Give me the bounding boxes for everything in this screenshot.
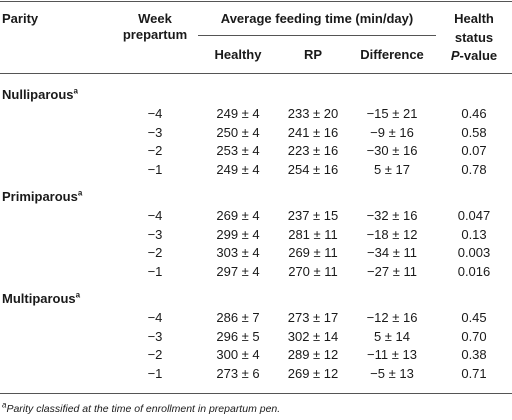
cell-healthy: 296 ± 5 xyxy=(216,328,260,344)
cell-difference: −34 ± 11 xyxy=(367,245,417,261)
cell-week: −2 xyxy=(147,245,163,261)
section-label: Multiparousa xyxy=(2,291,80,306)
cell-rp: 269 ± 11 xyxy=(288,245,338,261)
cell-rp: 241 ± 16 xyxy=(287,124,339,140)
section-label: Nulliparousa xyxy=(2,87,78,102)
cell-pvalue: 0.58 xyxy=(461,124,487,140)
cell-difference: −5 ± 13 xyxy=(370,366,414,382)
top-rule xyxy=(0,1,512,2)
header-parity: Parity xyxy=(2,11,39,26)
cell-rp: 237 ± 15 xyxy=(287,208,339,223)
cell-week: −3 xyxy=(147,328,163,344)
footnote: aParity classified at the time of enroll… xyxy=(2,400,281,415)
header-difference: Difference xyxy=(360,47,424,62)
group-rule xyxy=(198,35,436,36)
header-pvalue: P-value xyxy=(436,48,512,63)
cell-pvalue: 0.78 xyxy=(461,162,487,178)
cell-pvalue: 0.38 xyxy=(461,347,487,363)
cell-pvalue: 0.46 xyxy=(461,106,487,121)
cell-rp: 289 ± 12 xyxy=(287,347,339,363)
header-week-line2: prepartum xyxy=(122,27,188,42)
cell-week: −1 xyxy=(147,264,163,280)
cell-healthy: 253 ± 4 xyxy=(216,143,260,159)
cell-difference: −15 ± 21 xyxy=(366,106,418,121)
footnote-text: Parity classified at the time of enrollm… xyxy=(6,403,281,415)
cell-week: −4 xyxy=(147,208,163,223)
header-average-feeding-time: Average feeding time (min/day) xyxy=(220,11,414,26)
section-label-sup: a xyxy=(77,188,83,198)
cell-rp: 233 ± 20 xyxy=(287,106,339,121)
cell-difference: −27 ± 11 xyxy=(367,264,417,280)
cell-rp: 281 ± 11 xyxy=(288,226,338,242)
cell-rp: 270 ± 11 xyxy=(288,264,338,280)
cell-healthy: 297 ± 4 xyxy=(216,264,260,280)
cell-difference: −11 ± 13 xyxy=(367,347,417,363)
cell-healthy: 249 ± 4 xyxy=(216,106,260,121)
header-rp: RP xyxy=(303,47,323,62)
cell-pvalue: 0.047 xyxy=(457,208,491,223)
cell-pvalue: 0.71 xyxy=(461,366,487,382)
section-label-text: Nulliparous xyxy=(2,87,74,102)
header-health-line1: Health xyxy=(454,11,494,26)
footnote-sup: a xyxy=(2,400,7,410)
cell-rp: 223 ± 16 xyxy=(287,143,339,159)
header-health-line2: status xyxy=(454,30,494,45)
cell-healthy: 269 ± 4 xyxy=(216,208,260,223)
pvalue-p: P xyxy=(450,48,460,63)
cell-pvalue: 0.07 xyxy=(461,143,487,159)
cell-week: −2 xyxy=(147,143,163,159)
cell-pvalue: 0.45 xyxy=(461,310,487,325)
section-label-sup: a xyxy=(75,290,81,300)
pvalue-rest: -value xyxy=(459,48,498,63)
cell-week: −4 xyxy=(147,310,163,325)
cell-week: −2 xyxy=(147,347,163,363)
cell-healthy: 250 ± 4 xyxy=(216,124,260,140)
cell-week: −3 xyxy=(147,226,163,242)
section-label: Primiparousa xyxy=(2,189,82,204)
header-week-line1: Week xyxy=(138,11,172,26)
cell-healthy: 300 ± 4 xyxy=(216,347,260,363)
cell-rp: 269 ± 12 xyxy=(287,366,339,382)
cell-pvalue: 0.70 xyxy=(461,328,487,344)
cell-healthy: 273 ± 6 xyxy=(216,366,260,382)
cell-healthy: 303 ± 4 xyxy=(216,245,260,261)
cell-difference: −18 ± 12 xyxy=(366,226,418,242)
cell-difference: −12 ± 16 xyxy=(366,310,418,325)
section-label-sup: a xyxy=(73,86,78,96)
cell-healthy: 299 ± 4 xyxy=(216,226,260,242)
cell-difference: 5 ± 14 xyxy=(373,328,411,344)
section-label-text: Primiparous xyxy=(2,189,78,204)
cell-rp: 302 ± 14 xyxy=(287,328,339,344)
cell-healthy: 249 ± 4 xyxy=(216,162,260,178)
cell-rp: 254 ± 16 xyxy=(287,162,339,178)
cell-week: −1 xyxy=(147,366,163,382)
cell-difference: 5 ± 17 xyxy=(373,162,411,178)
cell-healthy: 286 ± 7 xyxy=(216,310,260,325)
cell-week: −1 xyxy=(147,162,163,178)
cell-pvalue: 0.003 xyxy=(457,245,491,261)
bottom-rule xyxy=(0,393,512,394)
cell-pvalue: 0.13 xyxy=(461,226,487,242)
header-bottom-rule xyxy=(0,73,512,74)
cell-difference: −32 ± 16 xyxy=(366,208,418,223)
cell-week: −4 xyxy=(147,106,163,121)
cell-week: −3 xyxy=(147,124,163,140)
cell-pvalue: 0.016 xyxy=(457,264,491,280)
cell-rp: 273 ± 17 xyxy=(287,310,339,325)
cell-difference: −9 ± 16 xyxy=(370,124,414,140)
cell-difference: −30 ± 16 xyxy=(366,143,418,159)
section-label-text: Multiparous xyxy=(2,291,76,306)
header-healthy: Healthy xyxy=(214,47,262,62)
